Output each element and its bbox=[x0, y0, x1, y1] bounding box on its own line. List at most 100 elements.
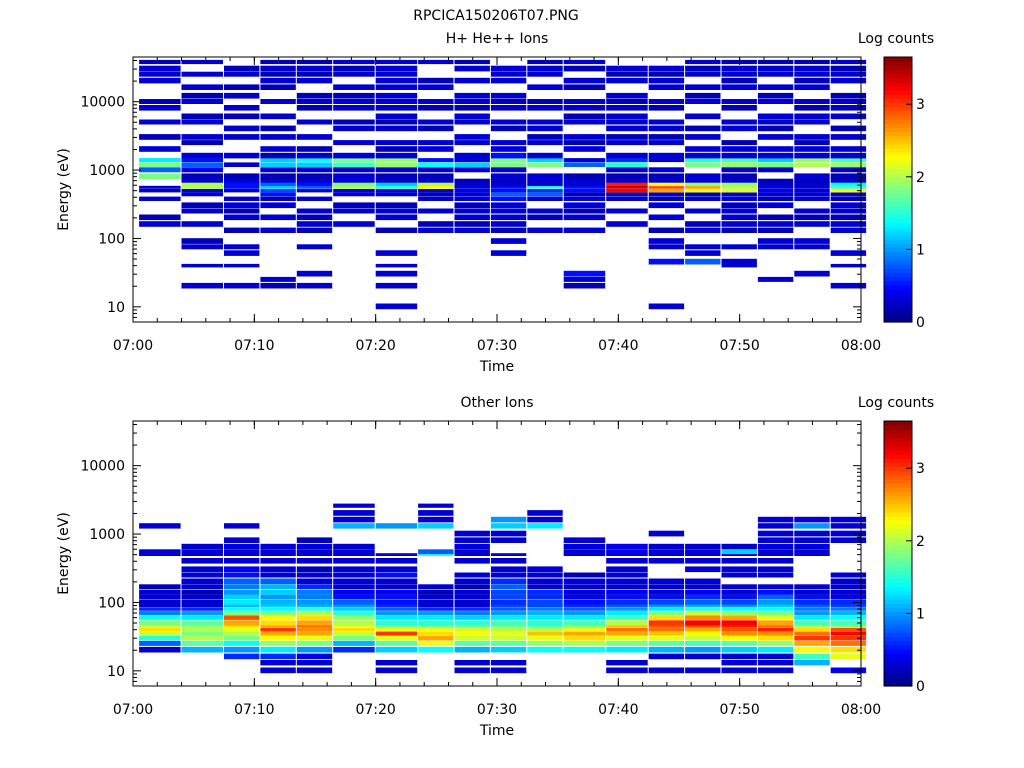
heatmap-cell bbox=[296, 578, 333, 585]
colorbar-swatch bbox=[884, 102, 912, 108]
heatmap-cell bbox=[648, 140, 685, 146]
heatmap-cell bbox=[454, 543, 490, 550]
heatmap-cell bbox=[296, 77, 333, 84]
heatmap-cell bbox=[296, 119, 333, 125]
heatmap-cell bbox=[685, 162, 721, 167]
heatmap-cell bbox=[757, 71, 794, 77]
heatmap-cell bbox=[830, 250, 867, 256]
heatmap-cell bbox=[181, 192, 223, 197]
heatmap-cell bbox=[527, 105, 563, 111]
heatmap-cell bbox=[685, 543, 721, 550]
heatmap-cell bbox=[527, 59, 563, 65]
heatmap-cell bbox=[527, 227, 563, 233]
heatmap-cell bbox=[418, 646, 454, 653]
heatmap-cell bbox=[794, 146, 830, 152]
heatmap-cell bbox=[830, 572, 867, 578]
colorbar-swatch bbox=[884, 574, 912, 579]
heatmap-cell bbox=[648, 627, 685, 632]
heatmap-cell bbox=[606, 620, 648, 626]
heatmap-cell bbox=[721, 589, 757, 595]
colorbar-swatch bbox=[884, 582, 912, 588]
heatmap-cell bbox=[648, 594, 685, 600]
heatmap-cell bbox=[181, 99, 223, 104]
heatmap-cell bbox=[181, 182, 223, 187]
heatmap-cell bbox=[224, 624, 260, 628]
heatmap-cell bbox=[830, 134, 867, 140]
heatmap-cell bbox=[333, 615, 375, 620]
heatmap-cell bbox=[139, 615, 181, 620]
heatmap-cell bbox=[721, 185, 757, 189]
heatmap-cell bbox=[296, 162, 333, 167]
heatmap-cell bbox=[454, 627, 490, 632]
heatmap-cell bbox=[794, 543, 830, 550]
heatmap-cell bbox=[181, 119, 223, 125]
heatmap-cell bbox=[454, 549, 490, 555]
heatmap-cell bbox=[418, 146, 454, 152]
heatmap-cell bbox=[260, 196, 296, 201]
heatmap-cell bbox=[721, 146, 757, 152]
heatmap-cell bbox=[527, 71, 563, 77]
heatmap-cell bbox=[648, 119, 685, 125]
heatmap-cell bbox=[563, 620, 606, 626]
heatmap-cell bbox=[333, 71, 375, 77]
heatmap-cell bbox=[296, 196, 333, 201]
heatmap-cell bbox=[224, 263, 260, 268]
heatmap-cell bbox=[375, 604, 418, 608]
heatmap-cell bbox=[721, 173, 757, 179]
heatmap-cell bbox=[527, 158, 563, 163]
heatmap-cell bbox=[757, 549, 794, 555]
heatmap-cell bbox=[260, 572, 296, 578]
heatmap-cell bbox=[527, 589, 563, 595]
heatmap-cell bbox=[830, 208, 867, 214]
heatmap-cell bbox=[260, 543, 296, 550]
heatmap-cell bbox=[333, 646, 375, 653]
heatmap-cell bbox=[685, 553, 721, 556]
heatmap-cell bbox=[375, 182, 418, 187]
heatmap-cell bbox=[527, 208, 563, 214]
heatmap-cell bbox=[563, 549, 606, 555]
heatmap-cell bbox=[296, 660, 333, 666]
heatmap-cell bbox=[606, 65, 648, 72]
heatmap-cell bbox=[375, 152, 418, 159]
heatmap-cell bbox=[830, 640, 867, 646]
heatmap-cell bbox=[181, 158, 223, 163]
heatmap-cell bbox=[454, 152, 490, 159]
heatmap-cell bbox=[685, 615, 721, 620]
heatmap-cell bbox=[721, 105, 757, 111]
heatmap-cell bbox=[333, 167, 375, 173]
heatmap-cell bbox=[333, 185, 375, 189]
heatmap-cell bbox=[606, 635, 648, 641]
colorbar-swatch bbox=[884, 181, 912, 186]
heatmap-cell bbox=[563, 192, 606, 197]
heatmap-cell bbox=[260, 549, 296, 555]
heatmap-cell bbox=[830, 624, 867, 628]
heatmap-cell bbox=[648, 196, 685, 201]
heatmap-cell bbox=[757, 611, 794, 616]
heatmap-cell bbox=[648, 178, 685, 183]
heatmap-cell bbox=[527, 189, 563, 193]
heatmap-cell bbox=[648, 607, 685, 611]
heatmap-cell bbox=[563, 270, 606, 277]
heatmap-cell bbox=[139, 523, 181, 529]
colorbar-swatch bbox=[884, 127, 912, 133]
heatmap-cell bbox=[527, 640, 563, 646]
heatmap-cell bbox=[224, 589, 260, 595]
heatmap-cell bbox=[490, 558, 527, 564]
heatmap-cell bbox=[685, 611, 721, 616]
heatmap-cell bbox=[296, 615, 333, 620]
heatmap-cell bbox=[527, 152, 563, 159]
heatmap-cell bbox=[794, 152, 830, 159]
colorbar-swatch bbox=[884, 425, 912, 430]
heatmap-cell bbox=[794, 162, 830, 167]
heatmap-cell bbox=[830, 162, 867, 167]
heatmap-cell bbox=[830, 77, 867, 84]
heatmap-cell bbox=[606, 640, 648, 646]
heatmap-cell bbox=[260, 125, 296, 132]
heatmap-cell bbox=[181, 140, 223, 146]
heatmap-cell bbox=[830, 584, 867, 589]
heatmap-cell bbox=[181, 599, 223, 605]
heatmap-cell bbox=[224, 578, 260, 585]
heatmap-cell bbox=[648, 631, 685, 636]
heatmap-cell bbox=[527, 178, 563, 183]
heatmap-cell bbox=[757, 182, 794, 187]
